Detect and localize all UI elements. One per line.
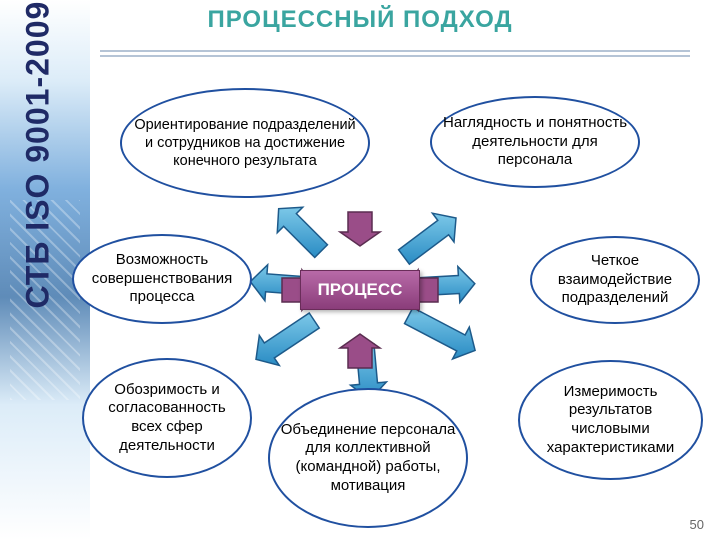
concept-bubble: Четкое взаимодействие подразделений — [530, 236, 700, 324]
concept-bubble: Измеримость результатов числовыми характ… — [518, 360, 703, 480]
concept-bubble: Ориентирование подразделений и сотрудник… — [120, 88, 370, 198]
center-process-box: ПРОЦЕСС — [300, 270, 420, 310]
concept-bubble: Возможность совершенствования процесса — [72, 234, 252, 324]
page-number: 50 — [690, 517, 704, 532]
concept-bubble: Наглядность и понятность деятельности дл… — [430, 96, 640, 188]
center-process-label: ПРОЦЕСС — [318, 280, 403, 300]
concept-bubble: Объединение персонала для коллективной (… — [268, 388, 468, 528]
concept-bubble: Обозримость и согласованность всех сфер … — [82, 358, 252, 478]
